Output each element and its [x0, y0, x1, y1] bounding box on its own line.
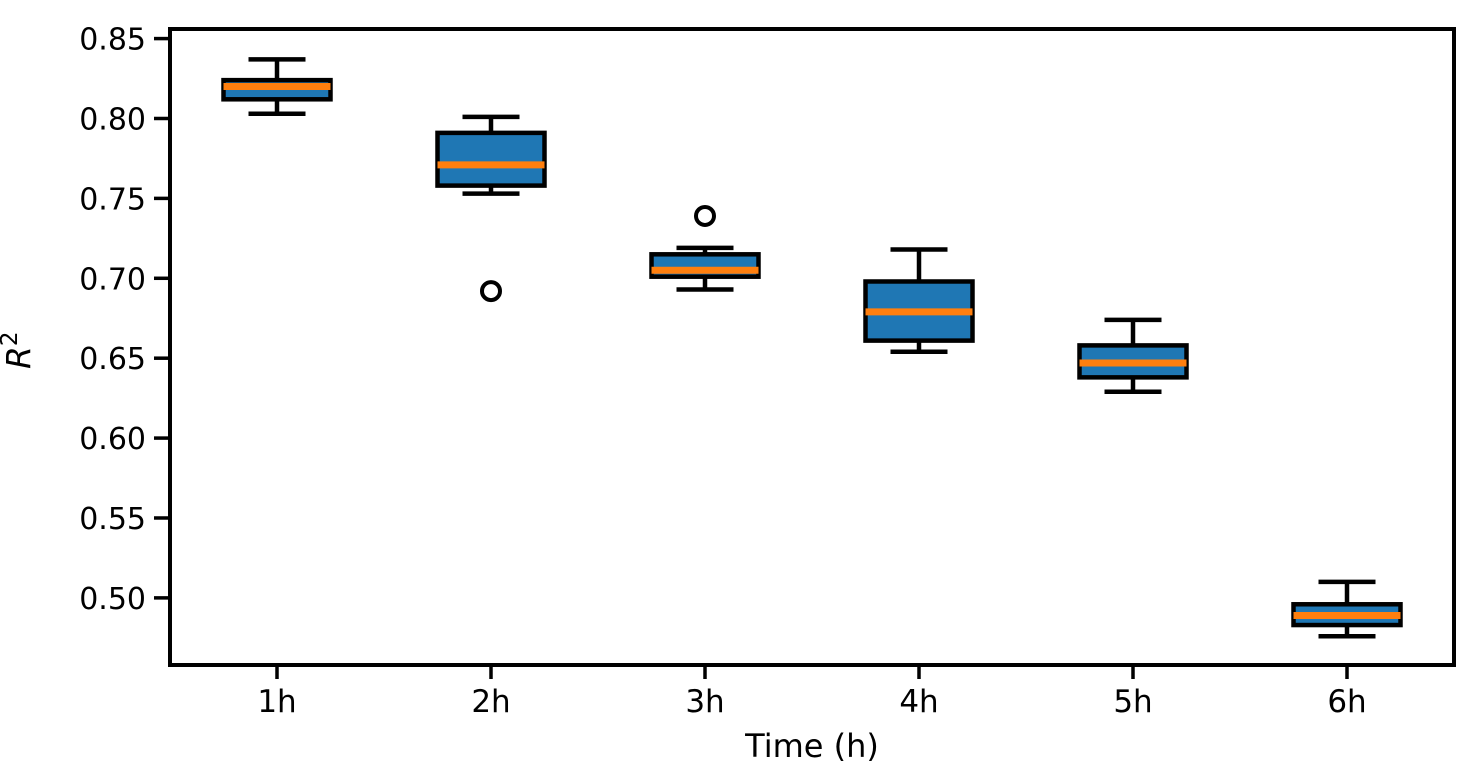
box-group-4h — [863, 247, 975, 355]
outlier-point — [480, 280, 502, 303]
x-tick-label: 1h — [257, 684, 296, 720]
box-group-2h — [435, 114, 547, 303]
y-tick-label: 0.80 — [79, 102, 146, 137]
x-tick-label: 3h — [685, 684, 724, 720]
y-tick-label: 0.75 — [79, 182, 146, 217]
plot-border — [168, 27, 1456, 667]
box-group-1h — [221, 57, 333, 116]
x-tick-label: 2h — [471, 684, 510, 720]
box-group-5h — [1077, 317, 1189, 394]
x-tick-label: 5h — [1113, 684, 1152, 720]
y-tick-label: 0.60 — [79, 422, 146, 457]
y-tick-label: 0.85 — [79, 23, 146, 58]
y-tick-label: 0.55 — [79, 502, 146, 537]
box-group-3h — [649, 204, 761, 292]
y-tick-label: 0.50 — [79, 582, 146, 617]
x-tick-label: 4h — [899, 684, 938, 720]
box-group-6h — [1291, 579, 1403, 639]
x-axis-label: Time (h) — [744, 727, 879, 765]
outlier-point — [694, 204, 716, 227]
x-tick-label: 6h — [1327, 684, 1366, 720]
y-tick-label: 0.70 — [79, 262, 146, 297]
y-tick-label: 0.65 — [79, 342, 146, 377]
iqr-box — [435, 130, 547, 188]
